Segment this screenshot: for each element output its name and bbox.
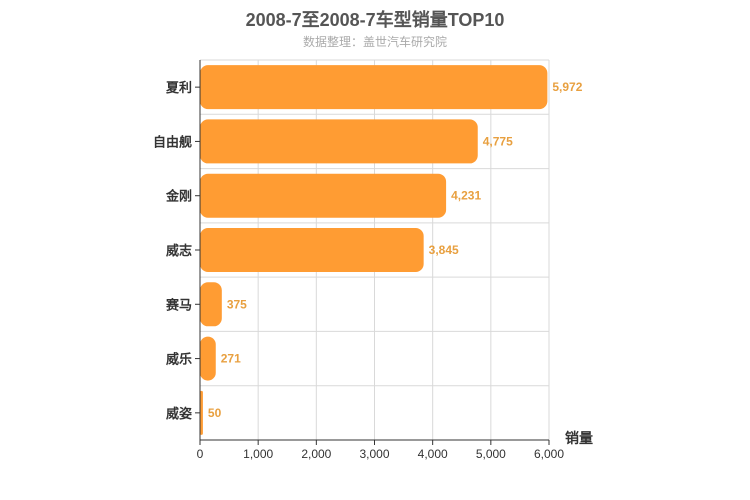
bar-1[interactable] [200, 119, 478, 164]
category-label: 威乐 [166, 352, 192, 367]
bar-5[interactable] [200, 336, 216, 381]
x-tick-label: 2,000 [301, 447, 331, 461]
category-label: 威姿 [166, 406, 192, 421]
category-label: 威志 [166, 243, 192, 258]
category-label: 金刚 [165, 189, 192, 204]
value-label: 3,845 [429, 243, 459, 257]
x-tick-label: 1,000 [243, 447, 273, 461]
x-tick-label: 0 [197, 447, 204, 461]
chart-title: 2008-7至2008-7车型销量TOP10 [245, 10, 505, 30]
x-tick-label: 5,000 [476, 447, 506, 461]
x-tick-label: 3,000 [359, 447, 389, 461]
category-label: 赛马 [165, 297, 192, 312]
value-label: 4,775 [483, 134, 513, 148]
value-label: 5,972 [552, 80, 582, 94]
bar-4[interactable] [200, 282, 222, 327]
bar-0[interactable] [200, 65, 548, 110]
x-axis-title: 销量 [565, 430, 593, 446]
value-label: 50 [208, 406, 222, 420]
bar-6[interactable] [200, 390, 203, 435]
x-tick-label: 6,000 [534, 447, 564, 461]
bar-2[interactable] [200, 173, 447, 218]
category-label: 自由舰 [153, 134, 192, 149]
value-label: 271 [221, 352, 241, 366]
chart-subtitle: 数据整理：盖世汽车研究院 [302, 35, 447, 49]
category-label: 夏利 [165, 80, 192, 95]
value-label: 4,231 [451, 189, 481, 203]
value-label: 375 [227, 297, 247, 311]
bar-3[interactable] [200, 228, 424, 272]
x-tick-label: 4,000 [418, 447, 448, 461]
